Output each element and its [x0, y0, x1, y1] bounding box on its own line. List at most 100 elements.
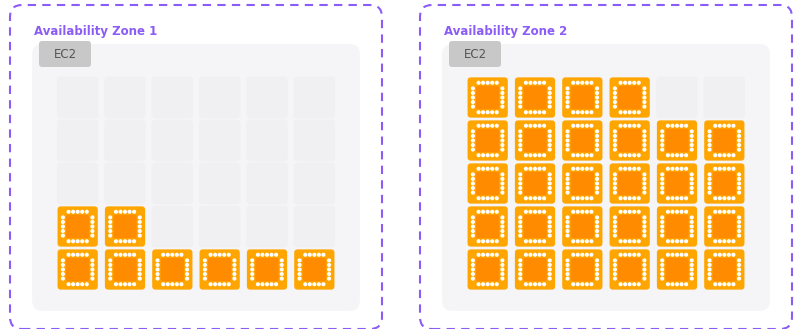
Circle shape [534, 167, 536, 170]
Circle shape [628, 283, 631, 286]
Circle shape [676, 124, 678, 127]
Circle shape [590, 154, 593, 157]
Circle shape [186, 268, 189, 271]
Circle shape [501, 182, 504, 185]
Circle shape [590, 124, 593, 127]
FancyBboxPatch shape [515, 249, 555, 290]
Circle shape [162, 283, 165, 286]
Circle shape [614, 277, 616, 280]
Circle shape [581, 240, 584, 242]
Circle shape [486, 211, 489, 213]
FancyBboxPatch shape [666, 172, 689, 195]
Circle shape [251, 268, 254, 271]
Circle shape [572, 167, 574, 170]
Circle shape [218, 253, 221, 256]
Circle shape [156, 259, 159, 262]
Circle shape [643, 182, 646, 185]
Circle shape [628, 81, 631, 84]
Text: EC2: EC2 [54, 47, 77, 61]
Circle shape [566, 273, 569, 275]
Circle shape [525, 283, 527, 286]
Circle shape [596, 144, 598, 146]
FancyBboxPatch shape [570, 258, 594, 281]
FancyBboxPatch shape [515, 164, 555, 204]
Circle shape [638, 124, 640, 127]
Circle shape [633, 81, 635, 84]
Circle shape [708, 230, 711, 232]
Circle shape [218, 283, 221, 286]
Circle shape [318, 283, 320, 286]
Circle shape [566, 87, 569, 90]
Circle shape [109, 225, 111, 228]
Circle shape [685, 253, 687, 256]
Circle shape [495, 81, 498, 84]
Circle shape [586, 240, 588, 242]
FancyBboxPatch shape [199, 163, 241, 204]
Circle shape [666, 197, 670, 200]
Circle shape [708, 191, 711, 194]
Circle shape [91, 268, 94, 271]
FancyBboxPatch shape [467, 77, 508, 118]
Circle shape [676, 197, 678, 200]
Circle shape [298, 264, 301, 266]
Circle shape [549, 135, 551, 137]
Circle shape [538, 154, 541, 157]
Circle shape [676, 211, 678, 213]
Circle shape [519, 178, 522, 180]
FancyBboxPatch shape [57, 77, 98, 118]
Circle shape [495, 240, 498, 242]
Circle shape [586, 283, 588, 286]
Circle shape [501, 264, 504, 266]
Circle shape [542, 81, 546, 84]
Circle shape [723, 124, 726, 127]
Circle shape [581, 154, 584, 157]
Circle shape [501, 216, 504, 219]
Circle shape [690, 264, 693, 266]
Circle shape [596, 259, 598, 262]
Circle shape [628, 167, 631, 170]
Circle shape [328, 259, 330, 262]
Circle shape [676, 154, 678, 157]
Circle shape [233, 259, 236, 262]
Circle shape [666, 124, 670, 127]
Circle shape [590, 167, 593, 170]
Circle shape [186, 264, 189, 266]
FancyBboxPatch shape [562, 164, 602, 204]
FancyBboxPatch shape [618, 86, 642, 109]
Circle shape [661, 178, 663, 180]
Circle shape [619, 167, 622, 170]
Circle shape [519, 187, 522, 190]
Circle shape [214, 253, 217, 256]
Circle shape [471, 273, 474, 275]
Circle shape [328, 273, 330, 275]
Circle shape [482, 124, 485, 127]
Circle shape [708, 264, 711, 266]
Circle shape [633, 167, 635, 170]
Circle shape [577, 111, 579, 114]
Circle shape [628, 124, 631, 127]
Circle shape [661, 273, 663, 275]
FancyBboxPatch shape [57, 163, 98, 204]
Circle shape [482, 211, 485, 213]
Circle shape [666, 211, 670, 213]
Circle shape [566, 259, 569, 262]
Circle shape [257, 283, 259, 286]
Circle shape [633, 283, 635, 286]
Circle shape [581, 111, 584, 114]
Circle shape [566, 173, 569, 176]
FancyBboxPatch shape [420, 5, 792, 329]
Circle shape [542, 124, 546, 127]
Circle shape [251, 273, 254, 275]
Circle shape [723, 154, 726, 157]
Circle shape [661, 139, 663, 142]
Circle shape [596, 178, 598, 180]
Circle shape [643, 130, 646, 133]
Circle shape [525, 240, 527, 242]
Circle shape [614, 173, 616, 176]
Circle shape [624, 197, 626, 200]
Circle shape [671, 167, 674, 170]
Circle shape [233, 273, 236, 275]
Circle shape [581, 81, 584, 84]
Circle shape [566, 268, 569, 271]
Circle shape [666, 154, 670, 157]
